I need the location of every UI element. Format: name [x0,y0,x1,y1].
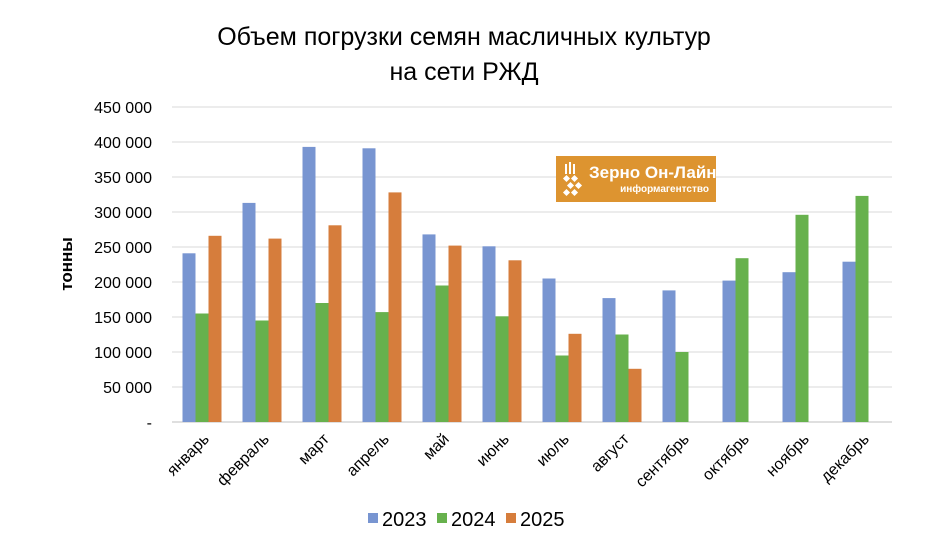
bars [182,146,869,423]
wheat-icon [562,162,583,197]
bar-2025 [388,192,402,422]
y-tick-label: 100 000 [94,345,152,362]
y-tick-label: 250 000 [94,240,152,257]
bar-2023 [602,298,616,422]
bar-2024 [195,313,209,422]
x-tick-label: июнь [474,431,513,470]
y-tick-label: 150 000 [94,310,152,327]
bar-2023 [542,278,556,422]
bar-2023 [182,253,196,422]
logo: Зерно Он-Лайн информагентство [556,156,717,202]
bar-2024 [615,334,629,422]
bar-2025 [568,333,582,422]
bar-2023 [782,272,796,422]
x-tick-label: ноябрь [763,431,812,480]
bar-2024 [555,355,569,422]
bar-2024 [795,214,809,422]
chart-title: Объем погрузки семян масличных культур н… [217,23,711,86]
x-tick-label: август [588,430,633,475]
bar-2024 [675,352,689,422]
bar-2025 [268,238,282,422]
bar-2024 [855,195,869,422]
y-axis-label: тонны [57,237,76,291]
x-tick-label: январь [164,431,213,480]
y-tick-label: 450 000 [94,100,152,117]
bar-2024 [315,303,329,422]
legend-swatch-2023 [368,513,378,523]
bar-2025 [328,225,342,422]
bar-2023 [842,261,856,422]
x-axis-ticks: январь февраль март апрель май июнь июль август… [164,430,873,491]
y-tick-label: - [147,415,152,432]
x-tick-label: февраль [214,431,273,490]
bar-2023 [662,290,676,422]
x-tick-label: октябрь [699,431,752,484]
y-tick-label: 300 000 [94,205,152,222]
y-tick-label: 350 000 [94,170,152,187]
chart-title-line-2: на сети РЖД [390,58,539,86]
bar-2023 [242,202,256,422]
legend-label-2025: 2025 [520,509,565,531]
bar-2024 [435,285,449,422]
bar-2023 [722,280,736,422]
legend-swatch-2025 [506,513,516,523]
bar-2025 [208,235,222,422]
bar-2025 [628,368,642,422]
chart-title-line-1: Объем погрузки семян масличных культур [217,23,711,51]
logo-subtitle: информагентство [620,183,709,195]
x-tick-label: июль [534,431,573,470]
gridlines [172,106,892,423]
x-tick-label: апрель [344,431,393,480]
logo-title: Зерно Он-Лайн [589,163,717,182]
logo-background [556,156,716,202]
bar-2024 [735,258,749,422]
bar-2023 [482,246,496,422]
bar-2025 [448,245,462,422]
y-tick-label: 400 000 [94,135,152,152]
bar-2024 [495,316,509,422]
bar-2025 [508,260,522,422]
bar-2023 [362,148,376,423]
x-tick-label: декабрь [818,431,873,486]
legend: 2023 2024 2025 [368,509,565,531]
x-tick-label: май [420,431,452,463]
x-tick-label: сентябрь [633,431,693,491]
legend-label-2023: 2023 [382,509,427,531]
y-tick-label: 50 000 [103,380,152,397]
bar-2024 [255,320,269,422]
bar-2023 [422,234,436,422]
bar-2023 [302,146,316,422]
bar-2024 [375,312,389,422]
x-tick-label: март [296,430,334,468]
legend-swatch-2024 [437,513,447,523]
y-tick-label: 200 000 [94,275,152,292]
y-axis-ticks: - 50 000 100 000 150 000 200 000 250 000 300 0… [94,100,152,432]
legend-label-2024: 2024 [451,509,496,531]
